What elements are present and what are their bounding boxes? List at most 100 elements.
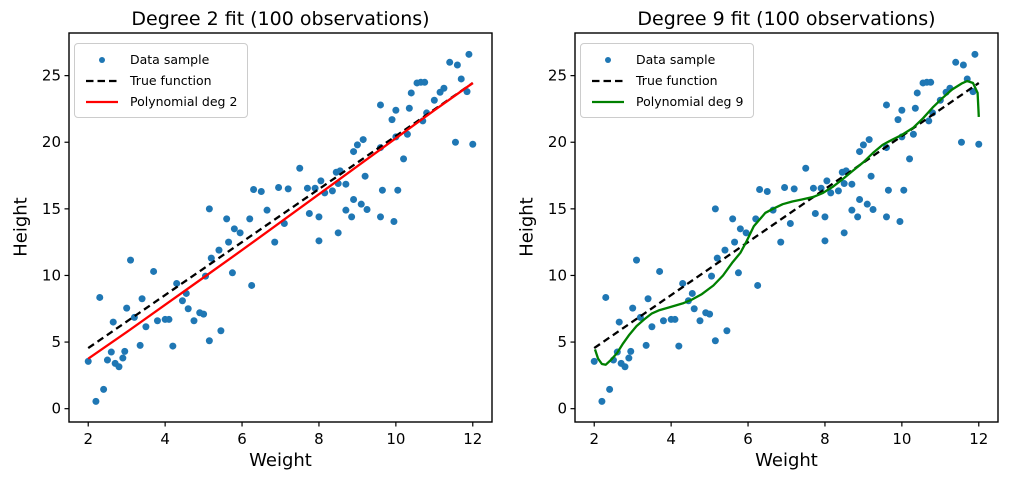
plot-title-degree2: Degree 2 fit (100 observations) [131, 8, 430, 30]
scatter-point [675, 342, 683, 350]
y-tick-label: 10 [42, 266, 61, 284]
scatter-point [342, 180, 350, 188]
scatter-point [821, 213, 829, 221]
scatter-point [729, 215, 737, 223]
y-tick-label: 0 [557, 400, 567, 418]
scatter-point [856, 196, 864, 204]
scatter-point [246, 215, 254, 223]
legend-item-polynomial: Polynomial deg 9 [589, 91, 747, 112]
plot-area-degree2: 2 4 6 8 10 12 0 5 10 15 20 25 [42, 32, 493, 448]
scatter-point [927, 78, 935, 86]
scatter-point [205, 337, 213, 345]
scatter-point [200, 310, 208, 318]
scatter-point [731, 238, 739, 246]
legend-item-data-sample: Data sample [83, 49, 241, 70]
dashed-line-icon [589, 74, 627, 88]
scatter-point [786, 220, 794, 228]
scatter-point [359, 136, 367, 144]
legend-label: True function [636, 73, 718, 88]
scatter-point [84, 357, 92, 365]
scatter-point [884, 186, 892, 194]
x-tick-label: 10 [386, 430, 405, 448]
y-tick-label: 25 [548, 67, 567, 85]
scatter-point [823, 177, 831, 185]
scatter-point [136, 341, 144, 349]
scatter-point [100, 385, 108, 393]
scatter-point [315, 237, 323, 245]
scatter-point [690, 305, 698, 313]
scatter-point [127, 256, 135, 264]
scatter-point [834, 187, 842, 195]
scatter-point [696, 317, 704, 325]
scatter-point [906, 155, 914, 163]
scatter-point [115, 363, 123, 371]
scatter-point [911, 104, 919, 112]
scatter-point [334, 229, 342, 237]
scatter-point [606, 385, 614, 393]
scatter-point [925, 117, 933, 125]
scatter-point [463, 88, 471, 96]
scatter-point [867, 172, 875, 180]
scatter-point [711, 205, 719, 213]
scatter-point [790, 185, 798, 193]
scatter-point [407, 89, 415, 97]
scatter-point [706, 310, 714, 318]
scatter-point [225, 238, 233, 246]
scatter-point [96, 293, 104, 301]
legend-item-polynomial: Polynomial deg 2 [83, 91, 241, 112]
legend-marker [99, 56, 105, 63]
scatter-point [350, 196, 358, 204]
scatter-point [392, 106, 400, 114]
true-function-line [593, 82, 980, 350]
scatter-point [350, 148, 358, 156]
scatter-point [353, 141, 361, 149]
scatter-point [615, 318, 623, 326]
y-axis-label-degree9: Height [516, 197, 538, 257]
scatter-point [317, 177, 325, 185]
scatter-point [969, 88, 977, 96]
scatter-point [236, 229, 244, 237]
scatter-point [357, 200, 365, 208]
scatter-point [959, 61, 967, 69]
y-tick-label: 20 [548, 133, 567, 151]
scatter-point [342, 206, 350, 214]
scatter-point [957, 138, 965, 146]
scatter-point [896, 218, 904, 226]
scatter-point [178, 297, 186, 305]
scatter-point [671, 315, 679, 323]
scatter-point [859, 141, 867, 149]
scatter-point [142, 323, 150, 331]
scatter-point [756, 186, 764, 194]
scatter-point [913, 89, 921, 97]
scatter-point [898, 106, 906, 114]
scatter-point [150, 267, 158, 275]
scatter-point [679, 279, 687, 287]
scatter-point [165, 315, 173, 323]
scatter-point [248, 281, 256, 289]
scatter-point [469, 140, 477, 148]
scatter-point [296, 164, 304, 172]
scatter-point [207, 254, 215, 262]
y-tick-label: 15 [548, 200, 567, 218]
scatter-point [109, 318, 117, 326]
scatter-point [882, 213, 890, 221]
scatter-point [621, 363, 629, 371]
legend-degree9: Data sample True function Polynomial deg… [580, 43, 754, 118]
scatter-point [711, 337, 719, 345]
scatter-point [708, 272, 716, 280]
scatter-point [971, 50, 979, 58]
y-tick-label: 20 [42, 133, 61, 151]
scatter-point [900, 186, 908, 194]
scatter-point [376, 101, 384, 109]
scatter-point [627, 347, 635, 355]
scatter-point [721, 246, 729, 254]
fit-line [593, 79, 980, 366]
scatter-point [602, 293, 610, 301]
x-tick-label: 4 [666, 430, 676, 448]
scatter-point [430, 96, 438, 104]
scatter-point [754, 281, 762, 289]
scatter-point [590, 357, 598, 365]
scatter-point [633, 256, 641, 264]
scatter-point [107, 348, 115, 356]
